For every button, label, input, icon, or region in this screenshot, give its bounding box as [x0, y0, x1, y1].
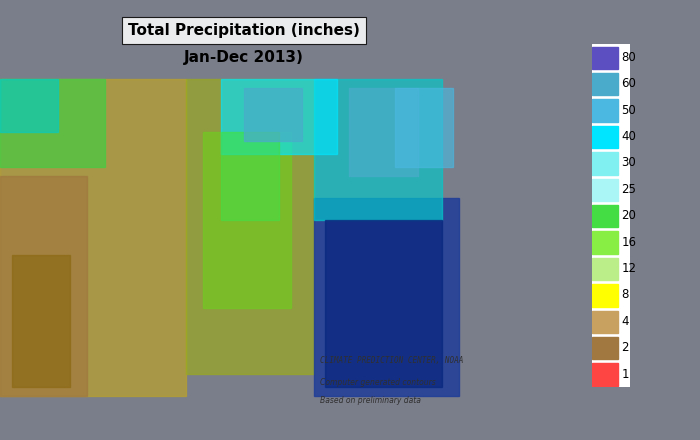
Bar [592, 179, 619, 201]
Text: 16: 16 [622, 235, 636, 249]
Bar [592, 205, 619, 227]
Bar [220, 79, 337, 154]
Bar [12, 255, 70, 387]
Text: 8: 8 [622, 288, 629, 301]
Text: 4: 4 [622, 315, 629, 328]
Bar [203, 132, 290, 308]
Text: CLIMATE PREDICTION CENTER, NOAA: CLIMATE PREDICTION CENTER, NOAA [319, 356, 463, 365]
Text: Computer generated contours: Computer generated contours [319, 378, 435, 387]
Text: 12: 12 [622, 262, 636, 275]
Bar [592, 231, 619, 254]
Text: 25: 25 [622, 183, 636, 196]
Bar [314, 79, 442, 220]
Bar [592, 337, 619, 359]
Bar [186, 79, 314, 374]
Text: 30: 30 [622, 156, 636, 169]
Text: 2: 2 [622, 341, 629, 354]
Text: Based on preliminary data: Based on preliminary data [319, 396, 421, 405]
Bar [0, 79, 58, 132]
Bar [592, 99, 619, 122]
Bar [592, 363, 619, 386]
Bar [349, 88, 419, 176]
Bar [244, 88, 302, 141]
Text: 60: 60 [622, 77, 636, 90]
Bar [592, 152, 619, 175]
Bar [592, 126, 619, 148]
Bar [592, 311, 619, 333]
Bar [395, 88, 453, 167]
Bar [0, 79, 104, 167]
Bar [592, 258, 619, 280]
Bar [314, 198, 459, 396]
Bar [326, 220, 442, 387]
Bar [592, 284, 619, 307]
Bar [220, 132, 279, 220]
Text: Total Precipitation (inches): Total Precipitation (inches) [128, 23, 360, 38]
Text: 80: 80 [622, 51, 636, 64]
Bar [0, 79, 186, 396]
Text: 40: 40 [622, 130, 636, 143]
Text: 1: 1 [622, 367, 629, 381]
Bar [592, 47, 619, 69]
Text: 50: 50 [622, 103, 636, 117]
Text: Jan-Dec 2013): Jan-Dec 2013) [184, 50, 304, 65]
Bar [592, 73, 619, 95]
Bar [0, 176, 87, 396]
Text: 20: 20 [622, 209, 636, 222]
